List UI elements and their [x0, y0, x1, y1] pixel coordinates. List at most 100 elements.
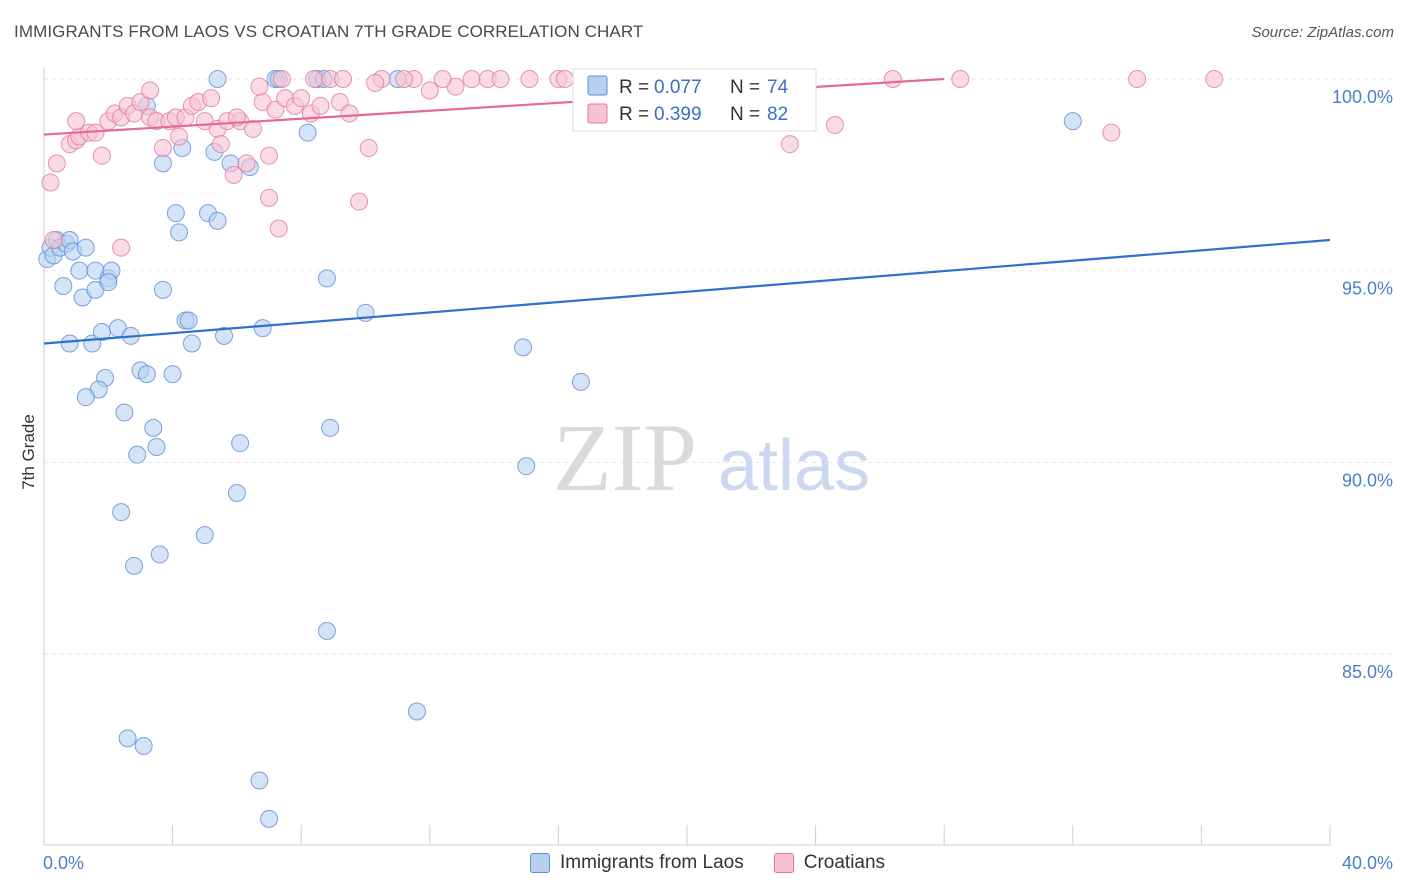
laos-point-9	[70, 261, 89, 280]
laos-point-29	[137, 365, 156, 384]
croatians-point-60	[1128, 70, 1147, 88]
laos-point-52	[317, 269, 336, 288]
croatians-point-67	[250, 77, 269, 96]
laos-point-44	[150, 545, 169, 564]
croatians-point-20	[170, 127, 189, 146]
croatians-point-56	[825, 116, 844, 134]
laos-trend-line	[43, 238, 1331, 345]
croatians-point-59	[1102, 123, 1121, 142]
croatians-point-31	[243, 119, 262, 138]
legend-n-label-croatians: N =	[730, 104, 760, 125]
laos-point-39	[321, 418, 340, 437]
legend-swatch-croatians	[587, 103, 608, 124]
laos-point-40	[227, 484, 246, 502]
laos-point-60	[208, 211, 227, 230]
croatians-point-77	[555, 70, 574, 88]
laos-point-43	[195, 526, 214, 545]
y-tick-label-1: 95.0%	[1342, 279, 1393, 299]
croatians-point-69	[305, 70, 324, 88]
croatians-point-73	[395, 70, 414, 88]
laos-point-21	[60, 334, 79, 353]
y-axis-label: 7th Grade	[19, 414, 38, 490]
laos-point-48	[118, 729, 137, 748]
watermark: ZIP atlas	[553, 404, 870, 511]
laos-point-49	[134, 737, 153, 755]
croatians-point-58	[951, 70, 970, 88]
watermark-atlas: atlas	[718, 426, 870, 506]
croatians-point-40	[330, 93, 349, 111]
croatians-point-0	[41, 173, 60, 192]
croatians-point-8	[92, 146, 111, 165]
croatians-point-80	[141, 81, 160, 100]
laos-point-54	[514, 338, 533, 357]
legend-r-label-laos: R =	[619, 77, 649, 98]
y-tick-label-2: 90.0%	[1342, 470, 1393, 490]
croatians-point-61	[1205, 70, 1224, 88]
x-tick-label-right: 40.0%	[1342, 853, 1393, 873]
croatians-point-41	[340, 104, 359, 123]
legend-r-value-croatians: 0.399	[654, 104, 702, 125]
laos-point-16	[99, 273, 118, 292]
legend-r-value-laos: 0.077	[654, 77, 702, 98]
croatians-point-55	[780, 135, 799, 154]
croatians-point-25	[202, 89, 221, 108]
croatians-point-46	[420, 81, 439, 100]
legend-n-label-laos: N =	[730, 77, 760, 98]
x-tick-label-left: 0.0%	[43, 853, 84, 873]
laos-point-34	[115, 403, 134, 422]
laos-point-36	[147, 438, 166, 456]
legend-item-laos[interactable]: Immigrants from Laos	[530, 852, 744, 874]
croatians-point-43	[359, 139, 378, 157]
laos-point-33	[76, 388, 95, 407]
laos-point-38	[231, 434, 250, 453]
croatians-point-48	[462, 70, 481, 88]
watermark-zip: ZIP	[553, 404, 697, 511]
laos-point-10	[76, 238, 95, 257]
legend-swatch-laos	[587, 75, 608, 96]
laos-point-56	[153, 154, 172, 173]
laos-point-20	[215, 326, 234, 345]
legend-swatch-croatians-bottom	[773, 853, 794, 873]
croatians-point-72	[366, 73, 385, 92]
legend-n-value-laos: 74	[767, 77, 789, 98]
laos-point-17	[153, 280, 172, 299]
croatians-point-28	[224, 165, 243, 184]
croatians-point-64	[112, 238, 131, 257]
croatians-point-2	[44, 231, 63, 249]
legend-n-value-croatians: 82	[767, 104, 788, 125]
croatians-point-68	[272, 70, 291, 88]
legend-r-label-croatians: R =	[619, 104, 649, 125]
laos-point-50	[250, 771, 269, 790]
laos-point-71	[1063, 112, 1082, 131]
laos-point-30	[163, 365, 182, 384]
laos-point-51	[260, 809, 279, 828]
axes	[43, 68, 1331, 846]
croatians-point-71	[333, 70, 352, 88]
chart-title: IMMIGRANTS FROM LAOS VS CROATIAN 7TH GRA…	[14, 22, 644, 41]
laos-point-66	[298, 123, 317, 142]
laos-point-7	[54, 277, 73, 295]
laos-point-67	[208, 70, 227, 88]
laos-point-35	[144, 418, 163, 437]
laos-point-57	[166, 204, 185, 223]
croatians-point-33	[260, 146, 279, 165]
legend-label-laos: Immigrants from Laos	[560, 852, 744, 873]
croatians-point-65	[67, 112, 86, 131]
laos-point-58	[170, 223, 189, 242]
laos-point-47	[407, 702, 426, 721]
croatians-point-39	[311, 96, 330, 115]
chart-source: Source: ZipAtlas.com	[1251, 24, 1394, 41]
legend-item-croatians[interactable]: Croatians	[773, 852, 885, 874]
legend-swatch-laos-bottom	[530, 853, 550, 873]
croatians-point-63	[269, 219, 288, 238]
laos-point-55	[571, 372, 590, 391]
croatians-point-34	[266, 100, 285, 119]
laos-point-37	[128, 445, 147, 464]
y-tick-label-0: 100.0%	[1332, 87, 1393, 107]
croatians-point-17	[153, 139, 172, 157]
y-tick-label-3: 85.0%	[1342, 662, 1393, 682]
y-tick-labels: 100.0% 95.0% 90.0% 85.0%	[1332, 87, 1393, 682]
laos-point-27	[253, 319, 272, 338]
croatians-point-14	[131, 93, 150, 111]
